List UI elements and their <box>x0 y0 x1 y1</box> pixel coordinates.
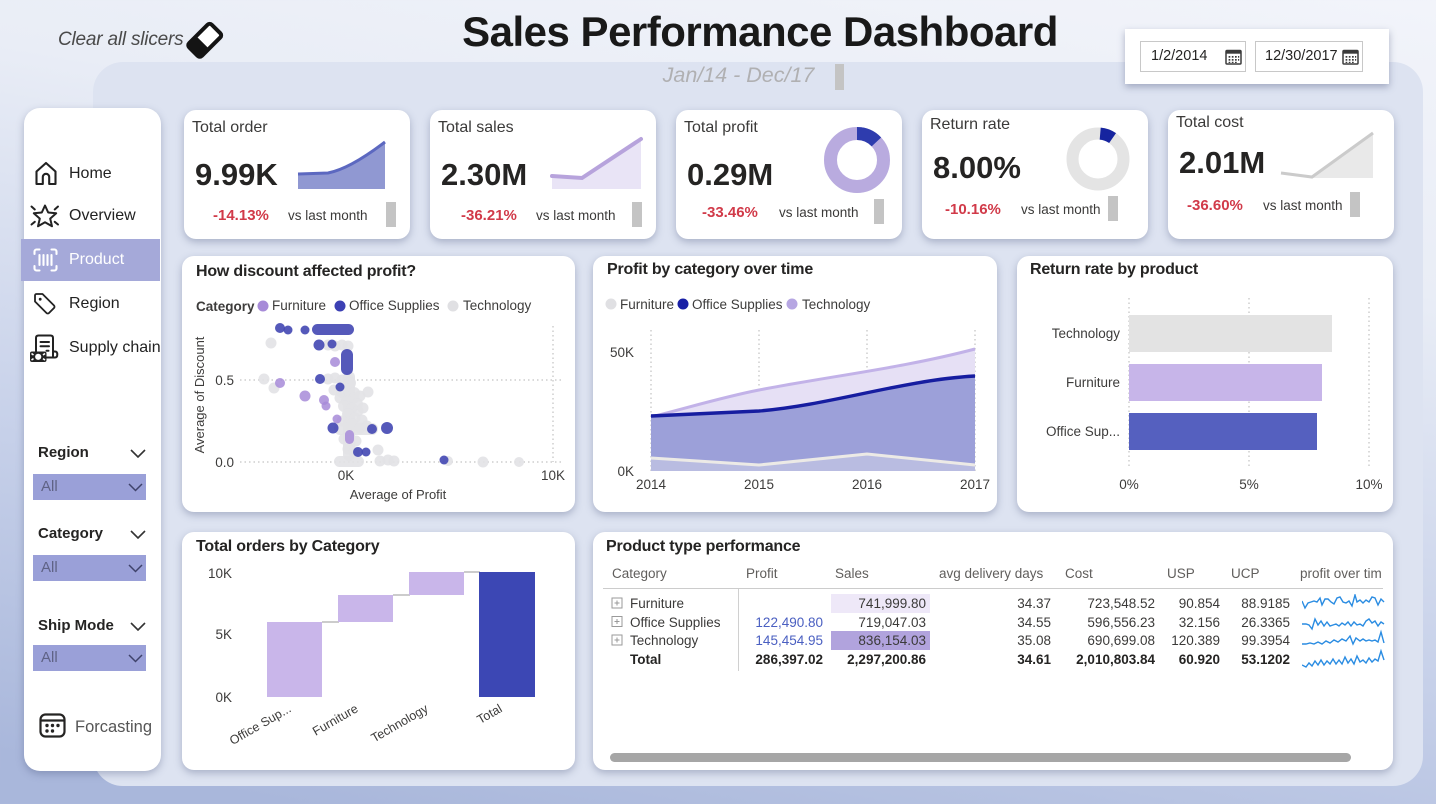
svg-text:0%: 0% <box>1119 477 1139 492</box>
svg-text:Office Sup...: Office Sup... <box>1046 424 1120 439</box>
svg-text:Technology: Technology <box>1052 326 1121 341</box>
svg-text:Total: Total <box>475 701 505 726</box>
svg-text:0K: 0K <box>215 690 232 705</box>
svg-text:Technology: Technology <box>369 701 431 745</box>
svg-text:Furniture: Furniture <box>1066 375 1120 390</box>
svg-text:2016: 2016 <box>852 477 882 492</box>
svg-text:10K: 10K <box>541 468 565 483</box>
svg-text:10%: 10% <box>1355 477 1382 492</box>
svg-text:2017: 2017 <box>960 477 990 492</box>
svg-text:10K: 10K <box>208 566 232 581</box>
svg-text:0K: 0K <box>338 468 355 483</box>
svg-text:2014: 2014 <box>636 477 667 492</box>
svg-text:Furniture: Furniture <box>620 297 674 312</box>
svg-text:Technology: Technology <box>802 297 871 312</box>
svg-text:0.5: 0.5 <box>215 373 234 388</box>
svg-text:Furniture: Furniture <box>310 701 360 738</box>
svg-text:Office Supplies: Office Supplies <box>692 297 783 312</box>
svg-text:5K: 5K <box>215 627 232 642</box>
svg-text:0K: 0K <box>617 464 634 479</box>
svg-text:50K: 50K <box>610 345 634 360</box>
svg-text:2015: 2015 <box>744 477 774 492</box>
svg-text:5%: 5% <box>1239 477 1259 492</box>
svg-text:Average of Discount: Average of Discount <box>192 336 207 453</box>
svg-text:0.0: 0.0 <box>215 455 234 470</box>
svg-text:Office Sup...: Office Sup... <box>227 701 293 747</box>
svg-text:Average of Profit: Average of Profit <box>350 487 447 502</box>
